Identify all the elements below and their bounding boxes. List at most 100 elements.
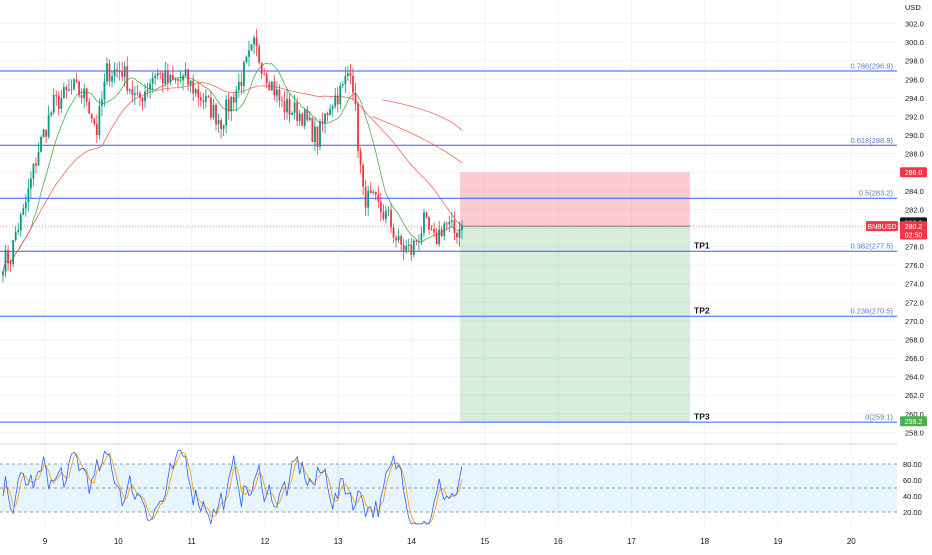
- candle-body: [182, 75, 184, 81]
- candle-body: [166, 70, 169, 83]
- candle-body: [458, 229, 461, 238]
- price-tick-label: 258.0: [905, 428, 924, 437]
- candle-body: [263, 73, 266, 75]
- candle-body: [149, 83, 151, 90]
- candle-body: [161, 73, 164, 84]
- candle-body: [392, 227, 395, 238]
- price-tick-label: 264.0: [905, 373, 924, 382]
- candle-body: [232, 96, 235, 103]
- fib-level-label: 0.382(277.5): [850, 242, 893, 251]
- candle-body: [90, 113, 93, 119]
- candle-body: [435, 232, 438, 244]
- candle-body: [55, 94, 58, 96]
- candle-body: [70, 88, 73, 90]
- candle-body: [456, 233, 458, 238]
- price-badge: [900, 221, 927, 232]
- fib-level-label: 0(259.1): [865, 413, 893, 422]
- candle-body: [65, 87, 68, 91]
- price-tick-label: 274.0: [905, 280, 924, 289]
- candle-body: [425, 212, 428, 217]
- candle-body: [139, 93, 141, 98]
- candle-body: [311, 117, 314, 143]
- candle-body: [80, 95, 83, 98]
- date-tick-label: 12: [260, 537, 269, 546]
- candle-body: [118, 70, 121, 73]
- price-badge: [900, 167, 927, 178]
- candle-body: [172, 74, 174, 80]
- candle-body: [156, 73, 159, 76]
- take-profit-zone: [459, 226, 691, 423]
- candle-body: [410, 244, 413, 255]
- candle-body: [334, 95, 337, 107]
- candle-body: [22, 208, 25, 215]
- candle-body: [93, 118, 96, 124]
- candle-body: [83, 88, 86, 98]
- date-tick-label: 16: [554, 537, 563, 546]
- candle-body: [98, 106, 101, 135]
- candle-body: [255, 37, 258, 47]
- candle-body: [362, 164, 364, 187]
- candle-body: [169, 74, 172, 83]
- candle-body: [113, 69, 116, 77]
- candle-body: [258, 46, 261, 63]
- stochastic-panel: [0, 450, 897, 525]
- candle-body: [88, 101, 91, 114]
- candle-body: [187, 69, 190, 85]
- price-tick-label: 290.0: [905, 131, 924, 140]
- ma-mid-line: [371, 116, 463, 164]
- candle-body: [395, 237, 397, 241]
- candle-body: [29, 178, 32, 189]
- candle-body: [123, 66, 126, 77]
- fibonacci-levels: 0.786(296.9) 0.618(288.9) 0.5(283.2) 0.382(…: [0, 61, 897, 423]
- candle-body: [174, 78, 177, 80]
- candle-body: [293, 102, 296, 113]
- fib-level-label: 0.236(270.5): [850, 307, 893, 316]
- candle-body: [27, 188, 30, 203]
- candle-body: [270, 81, 273, 91]
- price-badge: [866, 221, 898, 232]
- candle-body: [387, 210, 390, 211]
- candle-body: [349, 73, 352, 76]
- candle-body: [445, 223, 448, 225]
- candle-body: [101, 99, 103, 107]
- price-badge: [900, 229, 927, 240]
- candle-body: [116, 69, 119, 71]
- date-tick-label: 9: [43, 537, 48, 546]
- candle-body: [57, 95, 60, 109]
- candle-body: [212, 104, 215, 118]
- price-tick-label: 294.0: [905, 94, 924, 103]
- candle-body: [103, 81, 106, 100]
- candle-body: [331, 106, 334, 109]
- price-badge-text: BNBUSD: [867, 224, 896, 231]
- candle-body: [357, 103, 359, 151]
- price-badge: [900, 416, 927, 427]
- candle-body: [423, 212, 425, 234]
- candle-body: [450, 220, 453, 222]
- ma-long-line: [381, 99, 463, 131]
- candle-body: [283, 101, 286, 113]
- candle-body: [179, 80, 182, 82]
- candle-body: [227, 99, 230, 112]
- candle-body: [301, 113, 304, 126]
- candle-body: [32, 163, 35, 179]
- candle-body: [12, 240, 15, 265]
- candle-body: [407, 244, 410, 246]
- candle-body: [50, 112, 53, 116]
- candle-body: [341, 84, 344, 86]
- candle-body: [243, 62, 245, 86]
- candle-body: [40, 136, 42, 152]
- candle-body: [144, 91, 146, 102]
- candle-body: [17, 230, 20, 232]
- candle-body: [189, 80, 192, 85]
- candle-body: [141, 97, 144, 102]
- price-badge-text: 286.0: [905, 170, 923, 177]
- candle-body: [390, 210, 392, 228]
- price-tick-label: 268.0: [905, 335, 924, 344]
- candle-body: [420, 233, 423, 242]
- candle-body: [382, 212, 385, 219]
- candle-body: [250, 44, 253, 51]
- candle-body: [306, 109, 309, 120]
- candle-body: [402, 244, 405, 251]
